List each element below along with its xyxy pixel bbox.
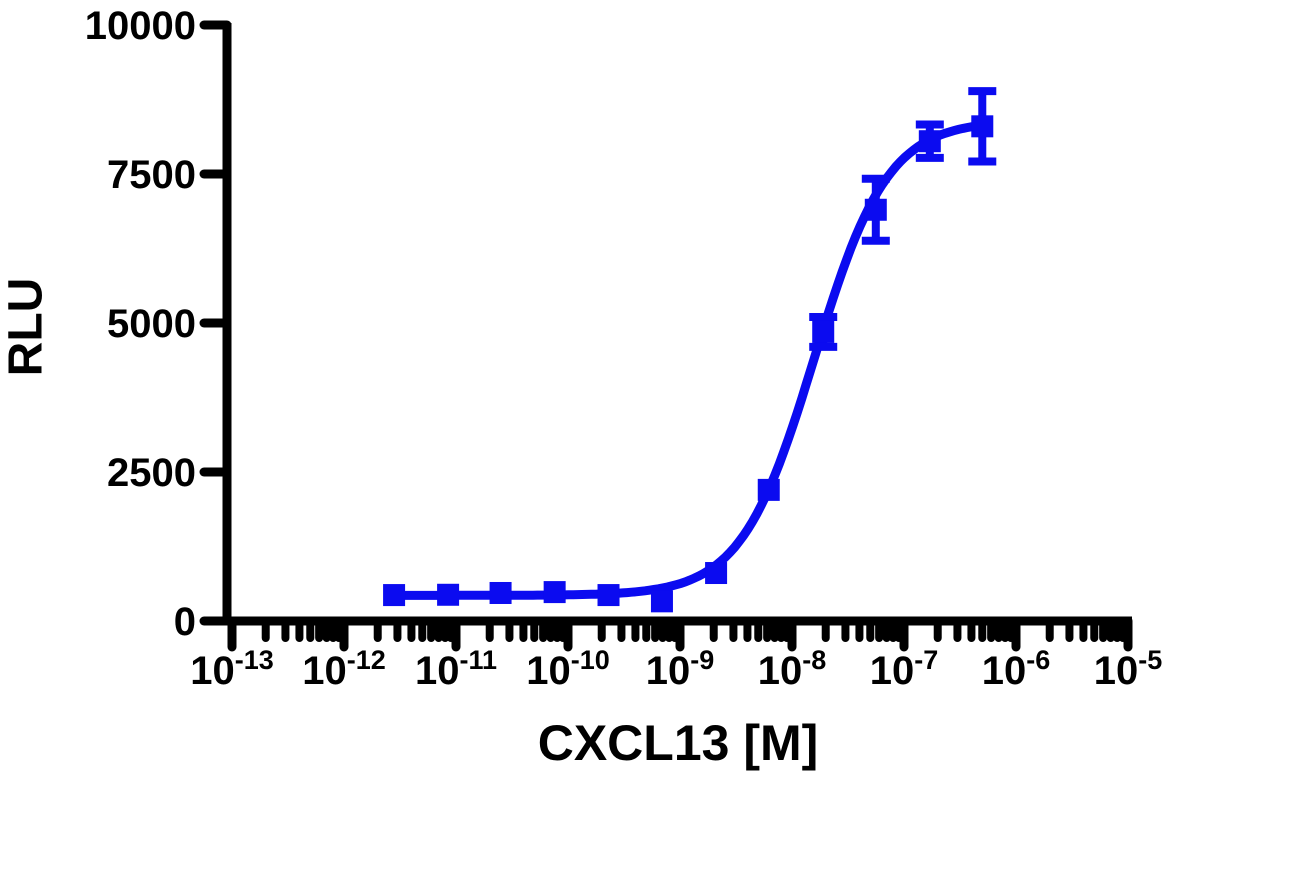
x-tick-label: 10-6 — [982, 645, 1051, 693]
data-point-marker — [918, 130, 941, 153]
data-point-marker — [543, 581, 566, 604]
x-tick-label: 10-7 — [870, 645, 939, 693]
data-point-marker — [437, 583, 460, 606]
x-axis-title: CXCL13 [M] — [537, 715, 819, 771]
x-tick-label: 10-8 — [758, 645, 827, 693]
data-point-marker — [705, 562, 728, 585]
y-tick-label: 7500 — [107, 153, 196, 197]
x-tick-label: 10-9 — [646, 645, 715, 693]
x-tick-label: 10-12 — [302, 645, 386, 693]
data-point-marker — [597, 584, 620, 607]
data-point-marker — [864, 198, 887, 221]
y-tick-label: 5000 — [107, 302, 196, 346]
x-tick-label: 10-10 — [526, 645, 610, 693]
y-tick-label: 2500 — [107, 451, 196, 495]
y-tick-label: 10000 — [85, 4, 196, 48]
data-point-marker — [650, 590, 673, 613]
fit-curve — [389, 120, 986, 600]
y-axis-title: RLU — [0, 277, 53, 377]
data-point-marker — [383, 584, 406, 607]
x-tick-label: 10-5 — [1094, 645, 1163, 693]
y-tick-label: 0 — [174, 600, 196, 644]
data-point-marker — [812, 320, 835, 343]
data-point-marker — [757, 478, 780, 501]
data-point-marker — [971, 115, 994, 138]
x-tick-label: 10-13 — [190, 645, 274, 693]
x-tick-label: 10-11 — [415, 645, 497, 693]
data-point-marker — [489, 581, 512, 604]
